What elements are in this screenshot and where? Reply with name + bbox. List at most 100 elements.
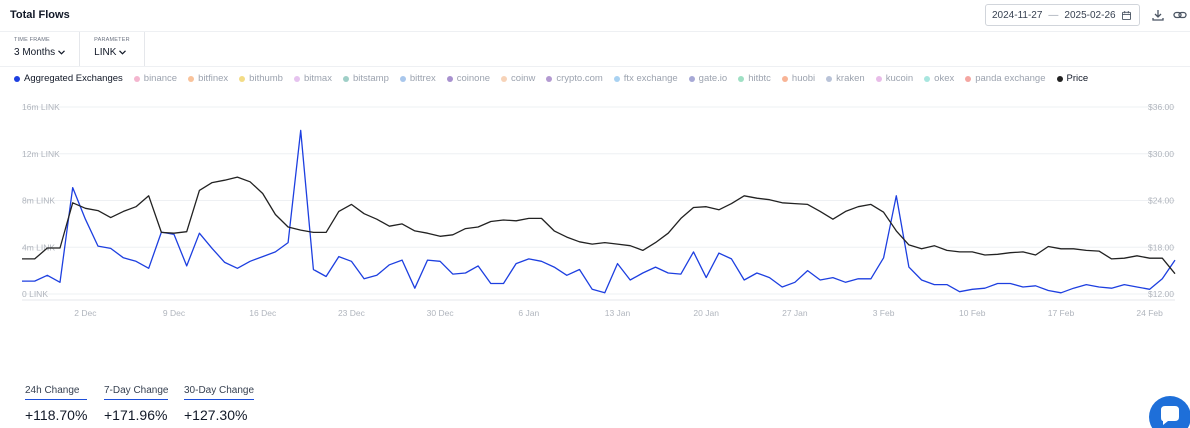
parameter-filter[interactable]: PARAMETER LINK: [80, 32, 145, 66]
legend-label: kucoin: [885, 73, 914, 84]
link-icon[interactable]: [1173, 8, 1187, 22]
filter-bar: TIME FRAME 3 Months PARAMETER LINK: [0, 32, 145, 66]
legend-item[interactable]: ftx exchange: [613, 73, 678, 84]
filter-divider: [0, 66, 1190, 67]
legend-item[interactable]: bitmax: [293, 73, 332, 84]
legend-item[interactable]: bithumb: [239, 73, 283, 84]
download-icon[interactable]: [1151, 8, 1165, 22]
x-tick-label: 9 Dec: [163, 308, 186, 318]
legend-item[interactable]: panda exchange: [965, 73, 1046, 84]
legend-item[interactable]: huobi: [781, 73, 816, 84]
calendar-icon[interactable]: [1121, 10, 1131, 20]
legend-dot-icon: [781, 75, 788, 82]
legend-dot-icon: [501, 75, 508, 82]
chart-legend: Aggregated Exchanges binance bitfinex bithu…: [14, 73, 1088, 84]
legend-item[interactable]: gate.io: [688, 73, 728, 84]
chevron-down-icon[interactable]: [58, 50, 66, 55]
x-tick-label: 27 Jan: [782, 308, 808, 318]
parameter-label: PARAMETER: [94, 37, 130, 43]
legend-label: bitmax: [303, 73, 332, 84]
date-to[interactable]: 2025-02-26: [1064, 9, 1116, 21]
change-label: 7-Day Change: [104, 385, 169, 400]
change-label: 30-Day Change: [184, 385, 255, 400]
legend-item[interactable]: coinw: [501, 73, 535, 84]
x-tick-label: 23 Dec: [338, 308, 366, 318]
legend-dot-icon: [399, 75, 406, 82]
header-divider: [0, 31, 1190, 32]
legend-item[interactable]: crypto.com: [546, 73, 603, 84]
x-tick-label: 13 Jan: [605, 308, 631, 318]
legend-label: hitbtc: [748, 73, 771, 84]
change-24h: 24h Change +118.70%: [25, 385, 88, 423]
legend-dot-icon: [965, 75, 972, 82]
time-frame-filter[interactable]: TIME FRAME 3 Months: [0, 32, 81, 66]
legend-dot-icon: [613, 75, 620, 82]
legend-label: huobi: [791, 73, 816, 84]
legend-item[interactable]: binance: [133, 73, 178, 84]
chat-icon[interactable]: [1149, 396, 1190, 428]
parameter-value[interactable]: LINK: [94, 47, 117, 58]
legend-label: Aggregated Exchanges: [24, 73, 123, 84]
chat-button[interactable]: [1149, 396, 1190, 428]
time-frame-label: TIME FRAME: [14, 37, 50, 43]
date-range-picker[interactable]: 2024-11-27 — 2025-02-26: [985, 4, 1140, 26]
y-tick-label-right: $18.00: [1148, 242, 1174, 252]
page-title: Total Flows: [10, 9, 70, 21]
legend-item[interactable]: bittrex: [399, 73, 436, 84]
change-7d: 7-Day Change +171.96%: [104, 385, 169, 423]
legend-dot-icon: [924, 75, 931, 82]
legend-dot-icon: [133, 75, 140, 82]
legend-dot-icon: [239, 75, 246, 82]
change-30d: 30-Day Change +127.30%: [184, 385, 255, 423]
x-tick-label: 2 Dec: [74, 308, 97, 318]
price-line: [22, 176, 1176, 275]
x-tick-label: 30 Dec: [427, 308, 455, 318]
legend-item[interactable]: okex: [924, 73, 954, 84]
legend-label: okex: [934, 73, 955, 84]
y-tick-label-left: 0 LINK: [22, 289, 48, 299]
legend-label: coinone: [456, 73, 491, 84]
legend-dot-icon: [342, 75, 349, 82]
y-tick-label-right: $36.00: [1148, 102, 1174, 112]
legend-dot-icon: [188, 75, 195, 82]
x-tick-label: 16 Dec: [249, 308, 277, 318]
legend-dot-icon: [14, 75, 20, 82]
legend-item[interactable]: bitfinex: [188, 73, 228, 84]
legend-label: gate.io: [698, 73, 728, 84]
legend-label: Price: [1066, 73, 1089, 84]
legend-label: ftx exchange: [623, 73, 678, 84]
legend-item[interactable]: coinone: [446, 73, 491, 84]
x-tick-label: 17 Feb: [1048, 308, 1075, 318]
legend-label: bitstamp: [352, 73, 389, 84]
legend-label: kraken: [836, 73, 865, 84]
y-tick-label-left: 8m LINK: [22, 196, 55, 206]
legend-label: crypto.com: [556, 73, 603, 84]
total-flows-chart: 0 LINK $12.00 4m LINK $18.00 8m LINK $24.00 12…: [22, 102, 1176, 318]
legend-dot-icon: [546, 75, 553, 82]
y-tick-label-left: 12m LINK: [22, 149, 60, 159]
legend-item[interactable]: Aggregated Exchanges: [14, 73, 123, 84]
legend-label: bithumb: [249, 73, 283, 84]
legend-item[interactable]: kraken: [826, 73, 865, 84]
chevron-down-icon[interactable]: [119, 50, 127, 55]
legend-dot-icon: [293, 75, 300, 82]
legend-item[interactable]: kucoin: [875, 73, 914, 84]
legend-label: bitfinex: [198, 73, 229, 84]
legend-dot-icon: [446, 75, 453, 82]
date-separator: —: [1048, 9, 1059, 21]
aggregated-exchanges-line: [22, 129, 1176, 294]
time-frame-value[interactable]: 3 Months: [14, 47, 56, 58]
date-from[interactable]: 2024-11-27: [992, 9, 1043, 21]
legend-item[interactable]: bitstamp: [342, 73, 389, 84]
legend-item[interactable]: hitbtc: [738, 73, 771, 84]
legend-label: panda exchange: [975, 73, 1046, 84]
legend-dot-icon: [738, 75, 745, 82]
change-value: +118.70%: [25, 407, 88, 423]
legend-label: binance: [143, 73, 178, 84]
x-tick-label: 6 Jan: [518, 308, 539, 318]
legend-dot-icon: [688, 75, 695, 82]
legend-item[interactable]: Price: [1056, 73, 1089, 84]
y-tick-label-right: $24.00: [1148, 196, 1174, 206]
x-tick-label: 3 Feb: [873, 308, 895, 318]
change-value: +127.30%: [184, 407, 248, 423]
